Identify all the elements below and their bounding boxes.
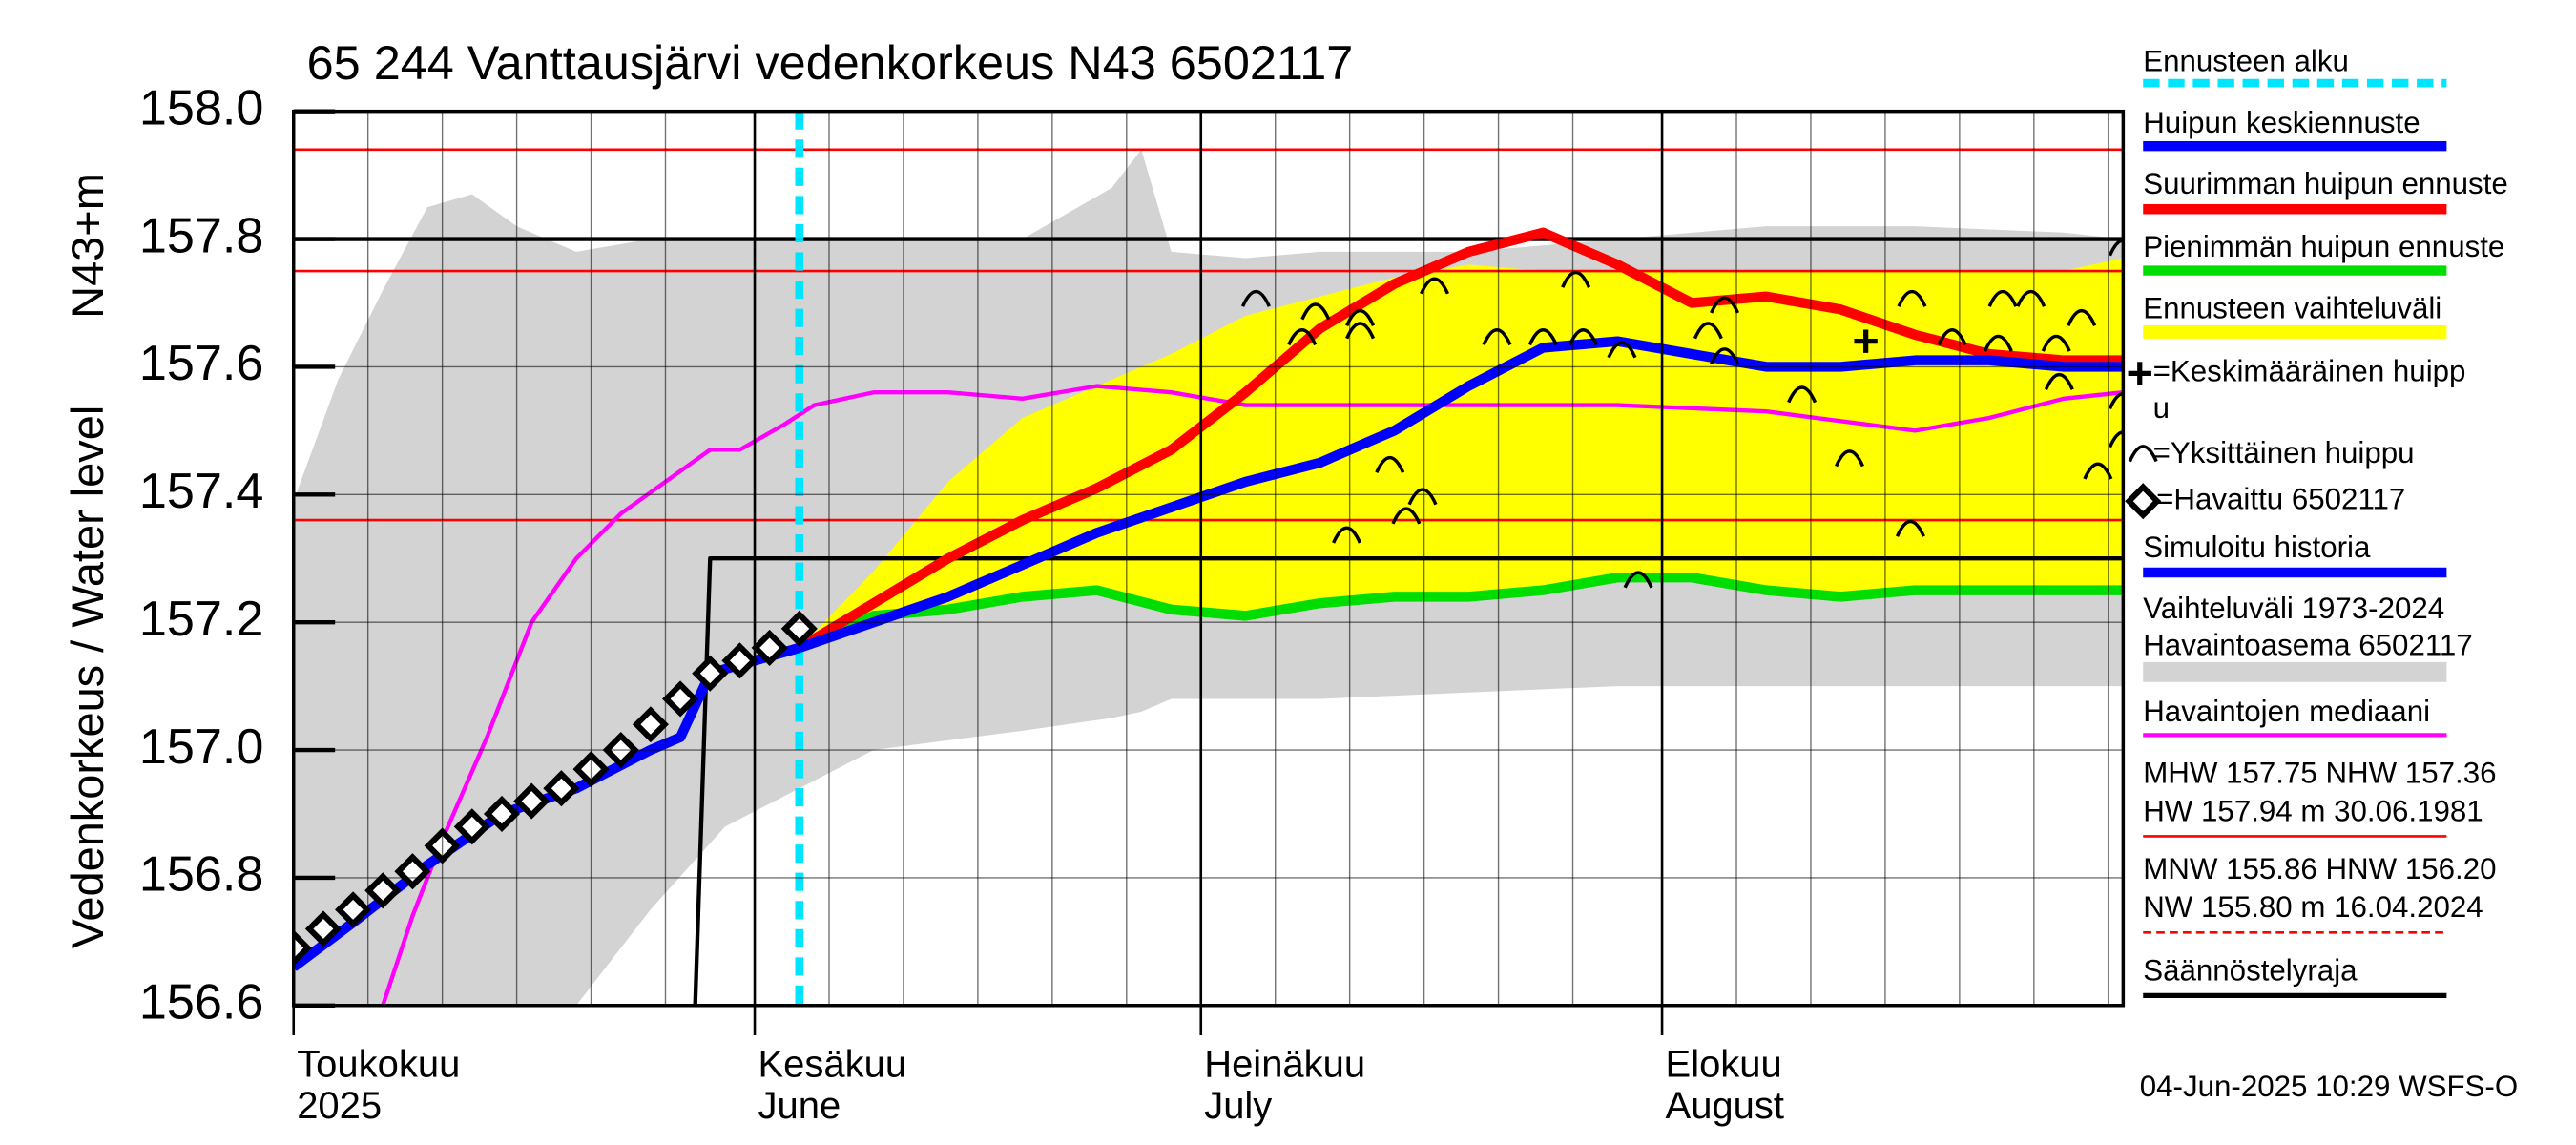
peak-marker bbox=[1895, 519, 1925, 537]
y-tick-label: 157.0 bbox=[139, 719, 263, 775]
legend-label: Pienimmän huipun ennuste bbox=[2143, 230, 2504, 263]
x-tick-label: Elokuu bbox=[1666, 1044, 1782, 1086]
peak-marker bbox=[1693, 322, 1723, 340]
legend-label: Ennusteen vaihteluväli bbox=[2143, 292, 2441, 325]
peak-marker bbox=[1527, 328, 1558, 346]
legend-label: Havaintojen mediaani bbox=[2143, 695, 2430, 728]
y-tick-label: 157.8 bbox=[139, 208, 263, 263]
series-line bbox=[797, 572, 2124, 653]
observed-marker bbox=[304, 910, 342, 947]
x-tick-label: June bbox=[758, 1085, 841, 1127]
legend-label: Havaintoasema 6502117 bbox=[2143, 629, 2473, 662]
legend-label: =Keskimääräinen huipp bbox=[2153, 355, 2466, 388]
y-unit-label: N43+m bbox=[63, 173, 113, 319]
peak-marker bbox=[1835, 449, 1865, 468]
observed-marker bbox=[335, 891, 372, 928]
peak-marker bbox=[1623, 571, 1653, 589]
x-tick-label: August bbox=[1666, 1085, 1784, 1127]
series-line bbox=[798, 336, 2124, 653]
peak-marker bbox=[1710, 347, 1740, 365]
chart-title: 65 244 Vanttausjärvi vedenkorkeus N43 65… bbox=[307, 35, 1354, 90]
mean-peak-marker bbox=[1854, 329, 1878, 353]
series-line bbox=[797, 227, 2124, 653]
legend-label: MNW 155.86 HNW 156.20 bbox=[2143, 852, 2496, 885]
peak-marker bbox=[1983, 334, 2013, 352]
y-axis-label: Vedenkorkeus / Water level bbox=[63, 406, 113, 949]
peak-marker bbox=[1287, 328, 1318, 346]
legend-label: Huipun keskiennuste bbox=[2143, 106, 2420, 139]
peak-marker bbox=[1987, 289, 2018, 307]
x-tick-label: Heinäkuu bbox=[1204, 1044, 1365, 1086]
legend-label: Säännöstelyraja bbox=[2143, 953, 2358, 987]
y-tick-label: 157.6 bbox=[139, 336, 263, 391]
observed-marker bbox=[632, 706, 669, 743]
legend-label: Simuloitu historia bbox=[2143, 531, 2371, 564]
x-tick-label: July bbox=[1204, 1085, 1272, 1127]
y-tick-label: 157.2 bbox=[139, 592, 263, 647]
observed-marker bbox=[692, 655, 729, 692]
legend-label: MHW 157.75 NHW 157.36 bbox=[2143, 756, 2496, 789]
observed-marker bbox=[751, 629, 788, 666]
observed-marker bbox=[662, 680, 699, 718]
legend-label: Ennusteen alku bbox=[2143, 45, 2349, 78]
legend-label: NW 155.80 m 16.04.2024 bbox=[2143, 890, 2483, 924]
legend-label: HW 157.94 m 30.06.1981 bbox=[2143, 794, 2483, 827]
x-tick-label: 2025 bbox=[297, 1085, 382, 1127]
legend-label: u bbox=[2153, 391, 2170, 425]
peak-marker bbox=[2108, 430, 2124, 448]
peak-marker bbox=[2108, 239, 2124, 257]
series-line bbox=[381, 384, 2124, 1006]
peak-marker bbox=[2128, 445, 2158, 463]
legend-label: =Havaittu 6502117 bbox=[2156, 483, 2405, 516]
peak-marker bbox=[1937, 328, 1967, 346]
mean-peak-marker bbox=[2128, 362, 2151, 385]
peak-marker bbox=[1607, 341, 1637, 359]
peak-marker bbox=[2108, 391, 2124, 410]
peak-marker bbox=[2044, 372, 2074, 390]
observed-marker bbox=[543, 770, 580, 807]
legend-label: Suurimman huipun ennuste bbox=[2143, 167, 2508, 200]
peak-marker bbox=[1897, 289, 1927, 307]
peak-marker bbox=[2041, 334, 2071, 352]
observed-marker bbox=[513, 782, 551, 820]
observed-marker bbox=[721, 642, 758, 679]
observed-marker bbox=[2125, 483, 2162, 520]
y-tick-label: 157.4 bbox=[139, 464, 263, 519]
legend-label: Vaihteluväli 1973-2024 bbox=[2143, 592, 2444, 625]
y-tick-label: 156.6 bbox=[139, 975, 263, 1030]
observed-marker bbox=[453, 808, 490, 845]
y-tick-label: 158.0 bbox=[139, 80, 263, 135]
peak-marker bbox=[1407, 488, 1438, 506]
range-band bbox=[799, 258, 2124, 648]
y-tick-label: 156.8 bbox=[139, 847, 263, 903]
footer: 04-Jun-2025 10:29 WSFS-O bbox=[2140, 1070, 2518, 1103]
peak-marker bbox=[1561, 270, 1591, 288]
plot-content bbox=[293, 111, 2124, 1006]
peak-marker bbox=[2067, 308, 2097, 327]
observed-marker bbox=[483, 795, 521, 833]
peak-marker bbox=[1332, 526, 1362, 544]
peak-marker bbox=[1787, 385, 1818, 404]
peak-marker bbox=[1391, 507, 1422, 525]
peak-marker bbox=[1240, 289, 1271, 307]
peak-marker bbox=[1375, 455, 1405, 473]
plot-area bbox=[291, 109, 2126, 1008]
observed-marker bbox=[364, 872, 402, 909]
observed-marker bbox=[293, 929, 312, 967]
peak-marker bbox=[1710, 296, 1740, 314]
x-tick-label: Kesäkuu bbox=[758, 1044, 907, 1086]
peak-marker bbox=[2016, 289, 2046, 307]
legend-label: =Yksittäinen huippu bbox=[2153, 436, 2415, 469]
x-tick-label: Toukokuu bbox=[297, 1044, 460, 1086]
peak-marker bbox=[1300, 302, 1331, 321]
peak-marker bbox=[1482, 328, 1512, 346]
